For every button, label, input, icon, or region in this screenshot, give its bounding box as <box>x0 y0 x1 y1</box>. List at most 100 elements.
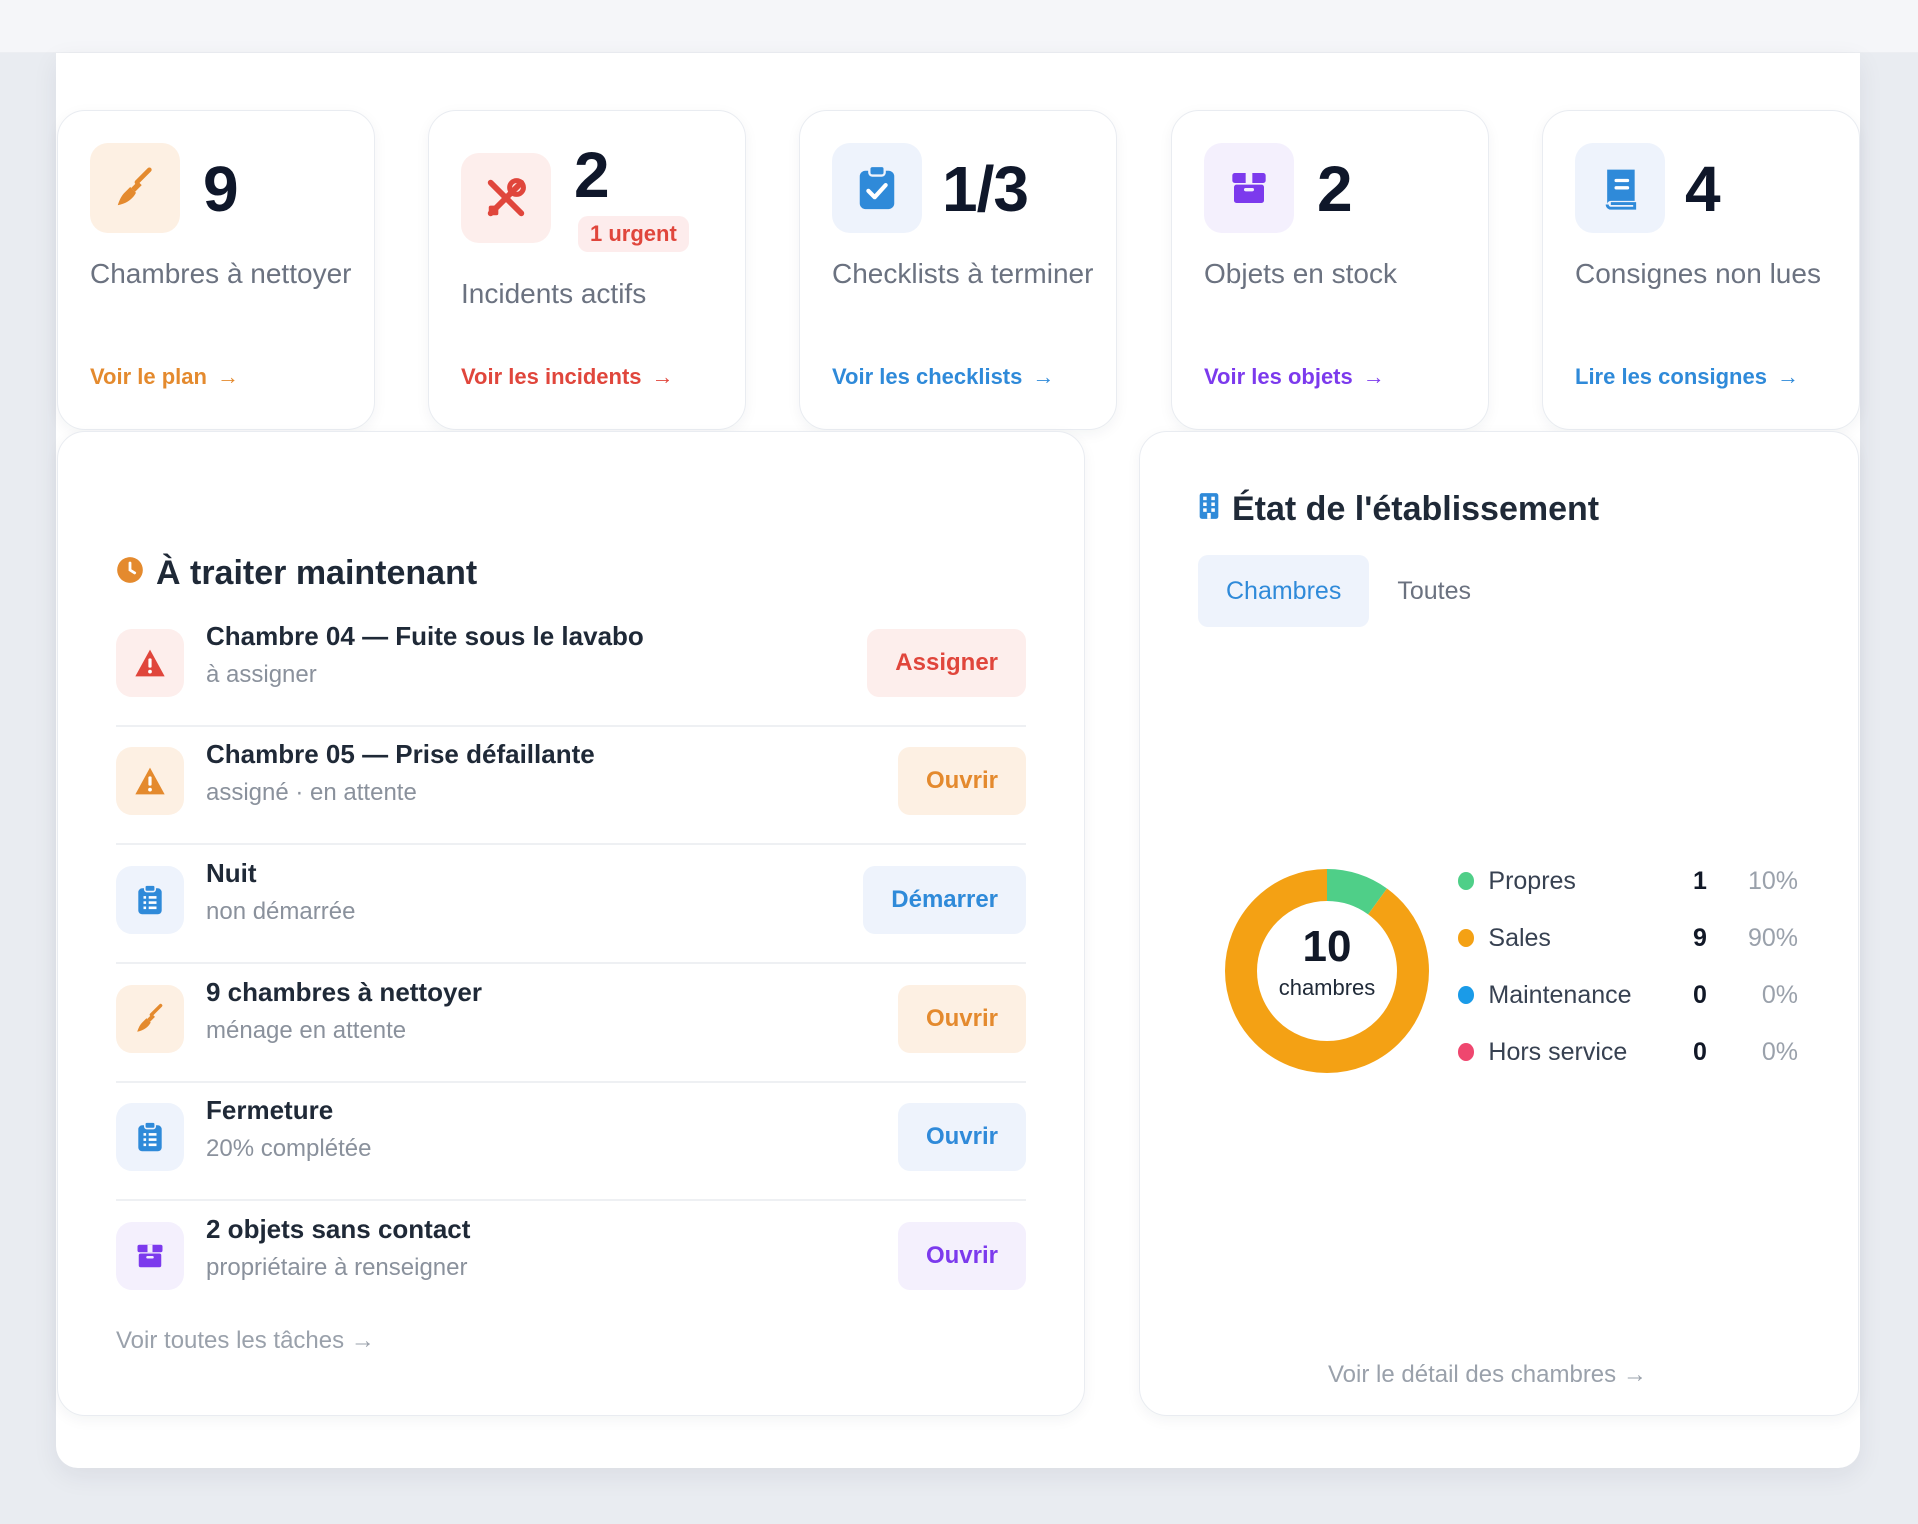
legend-name: Maintenance <box>1488 980 1632 1009</box>
tasks-card: À traiter maintenant Chambre 04 — Fuite … <box>57 431 1085 1416</box>
legend-dot <box>1458 1043 1475 1061</box>
view-incidents-link[interactable]: Voir les incidents → <box>461 364 674 390</box>
legend-row-clean: Propres 1 10% <box>1458 861 1798 901</box>
divider <box>116 962 1026 964</box>
task-title: Chambre 04 — Fuite sous le lavabo <box>206 621 644 651</box>
link-label: Voir les objets <box>1204 364 1353 389</box>
task-subtitle: propriétaire à renseigner <box>206 1254 468 1281</box>
status-tabs: Chambres Toutes <box>1198 555 1499 627</box>
legend-row-dirty: Sales 9 90% <box>1458 918 1798 958</box>
task-subtitle: 20% complétée <box>206 1135 372 1162</box>
arrow-right-icon: → <box>1362 364 1385 389</box>
arrow-right-icon: → <box>1776 364 1799 389</box>
stat-card-objects[interactable]: 2 Objets en stock Voir les objets → <box>1171 110 1489 430</box>
divider <box>116 725 1026 727</box>
view-all-tasks-link[interactable]: Voir toutes les tâches → <box>116 1327 375 1354</box>
task-item: Fermeture 20% complétée Ouvrir <box>116 1083 1026 1201</box>
task-title: Fermeture <box>206 1095 334 1125</box>
task-title: Chambre 05 — Prise défaillante <box>206 739 595 769</box>
open-button[interactable]: Ouvrir <box>897 1103 1026 1171</box>
legend-row-out-of-service: Hors service 0 0% <box>1458 1032 1798 1072</box>
donut-caption: chambres <box>1278 975 1376 1000</box>
link-label: Lire les consignes <box>1575 364 1767 389</box>
urgent-badge: 1 urgent <box>578 216 689 252</box>
task-title: 2 objets sans contact <box>206 1214 471 1244</box>
legend-row-maintenance: Maintenance 0 0% <box>1458 975 1798 1015</box>
book-icon <box>1575 143 1665 233</box>
read-instructions-link[interactable]: Lire les consignes → <box>1575 364 1799 390</box>
stat-label: Objets en stock <box>1204 258 1397 289</box>
task-title: 9 chambres à nettoyer <box>206 977 483 1007</box>
clipboard-list-icon <box>116 1103 184 1171</box>
legend-count: 0 <box>1693 980 1707 1009</box>
arrow-right-icon: → <box>1032 364 1055 389</box>
legend-pct: 10% <box>1747 866 1798 895</box>
task-subtitle: non démarrée <box>206 898 356 925</box>
tools-icon <box>461 153 551 243</box>
alert-triangle-icon <box>116 747 184 815</box>
box-icon <box>1204 143 1294 233</box>
stat-card-rooms-to-clean[interactable]: 9 Chambres à nettoyer Voir le plan → <box>57 110 375 430</box>
legend-pct: 0% <box>1761 1037 1798 1066</box>
donut-total: 10 <box>1302 922 1352 971</box>
stat-value: 2 <box>574 139 610 211</box>
tab-all[interactable]: Toutes <box>1397 576 1471 605</box>
task-item: 2 objets sans contact propriétaire à ren… <box>116 1202 1026 1320</box>
stat-label: Chambres à nettoyer <box>90 258 352 289</box>
legend-count: 0 <box>1693 1037 1707 1066</box>
broom-icon <box>116 985 184 1053</box>
view-checklists-link[interactable]: Voir les checklists → <box>832 364 1054 390</box>
tasks-title: À traiter maintenant <box>116 554 477 593</box>
dashboard-panel: 9 Chambres à nettoyer Voir le plan → 2 1 … <box>56 53 1860 1468</box>
clipboard-check-icon <box>832 143 922 233</box>
link-label: Voir le plan <box>90 364 207 389</box>
divider <box>116 843 1026 845</box>
assign-button[interactable]: Assigner <box>867 629 1026 697</box>
task-item: Nuit non démarrée Démarrer <box>116 846 1026 964</box>
top-bar <box>0 0 1918 53</box>
view-room-details-link[interactable]: Voir le détail des chambres → <box>1328 1361 1647 1388</box>
legend-dot <box>1458 872 1475 890</box>
link-label: Voir les checklists <box>832 364 1023 389</box>
stat-value: 4 <box>1685 153 1721 225</box>
start-button[interactable]: Démarrer <box>863 866 1026 934</box>
link-label: Voir les incidents <box>461 364 642 389</box>
divider <box>116 1081 1026 1083</box>
donut-center: 10 chambres <box>1222 923 1432 1001</box>
task-item: Chambre 05 — Prise défaillante assigné ·… <box>116 727 1026 845</box>
legend-dot <box>1458 986 1475 1004</box>
task-title: Nuit <box>206 858 257 888</box>
building-icon <box>1198 490 1220 529</box>
open-button[interactable]: Ouvrir <box>897 985 1026 1053</box>
legend-count: 1 <box>1693 866 1707 895</box>
view-objects-link[interactable]: Voir les objets → <box>1204 364 1385 390</box>
section-title-text: État de l'établissement <box>1232 490 1600 528</box>
open-button[interactable]: Ouvrir <box>897 747 1026 815</box>
legend-name: Propres <box>1488 866 1576 895</box>
view-plan-link[interactable]: Voir le plan → <box>90 364 239 390</box>
clock-icon <box>116 554 144 593</box>
stat-label: Checklists à terminer <box>832 258 1094 289</box>
stat-card-checklists[interactable]: 1/3 Checklists à terminer Voir les check… <box>799 110 1117 430</box>
legend-count: 9 <box>1693 923 1707 952</box>
task-item: Chambre 04 — Fuite sous le lavabo à assi… <box>116 609 1026 727</box>
task-subtitle: assigné · en attente <box>206 779 417 806</box>
legend-name: Sales <box>1488 923 1551 952</box>
box-icon <box>116 1222 184 1290</box>
donut-slice-sales <box>1225 869 1429 1073</box>
clipboard-list-icon <box>116 866 184 934</box>
stat-label: Consignes non lues <box>1575 258 1821 289</box>
task-subtitle: ménage en attente <box>206 1017 407 1044</box>
legend-dot <box>1458 929 1475 947</box>
legend-pct: 0% <box>1761 980 1798 1009</box>
alert-triangle-icon <box>116 629 184 697</box>
legend-pct: 90% <box>1747 923 1798 952</box>
stat-card-active-incidents[interactable]: 2 1 urgent Incidents actifs Voir les inc… <box>428 110 746 430</box>
task-subtitle: à assigner <box>206 661 317 688</box>
stat-card-instructions[interactable]: 4 Consignes non lues Lire les consignes → <box>1542 110 1860 430</box>
arrow-right-icon: → <box>216 364 239 389</box>
stat-label: Incidents actifs <box>461 278 647 309</box>
divider <box>116 1199 1026 1201</box>
open-button[interactable]: Ouvrir <box>897 1222 1026 1290</box>
tab-rooms[interactable]: Chambres <box>1198 555 1370 627</box>
